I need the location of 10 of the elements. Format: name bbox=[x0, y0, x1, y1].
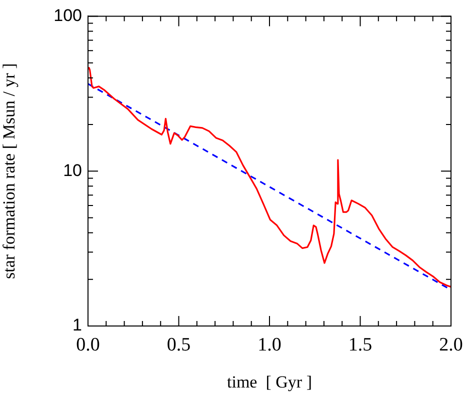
x-tick-label: 0.5 bbox=[166, 334, 191, 356]
x-tick-label: 2.0 bbox=[439, 334, 463, 356]
y-axis-title: star formation rate [ Msun / yr ] bbox=[0, 63, 19, 279]
x-tick-label: 1.0 bbox=[258, 334, 282, 356]
y-tick-label: 100 bbox=[54, 6, 82, 25]
x-tick-label: 1.5 bbox=[348, 334, 372, 356]
y-tick-label: 1 bbox=[72, 316, 82, 335]
x-tick-label: 0.0 bbox=[76, 334, 100, 356]
x-axis-title: time [ Gyr ] bbox=[227, 372, 312, 392]
y-tick-label: 10 bbox=[63, 160, 82, 180]
